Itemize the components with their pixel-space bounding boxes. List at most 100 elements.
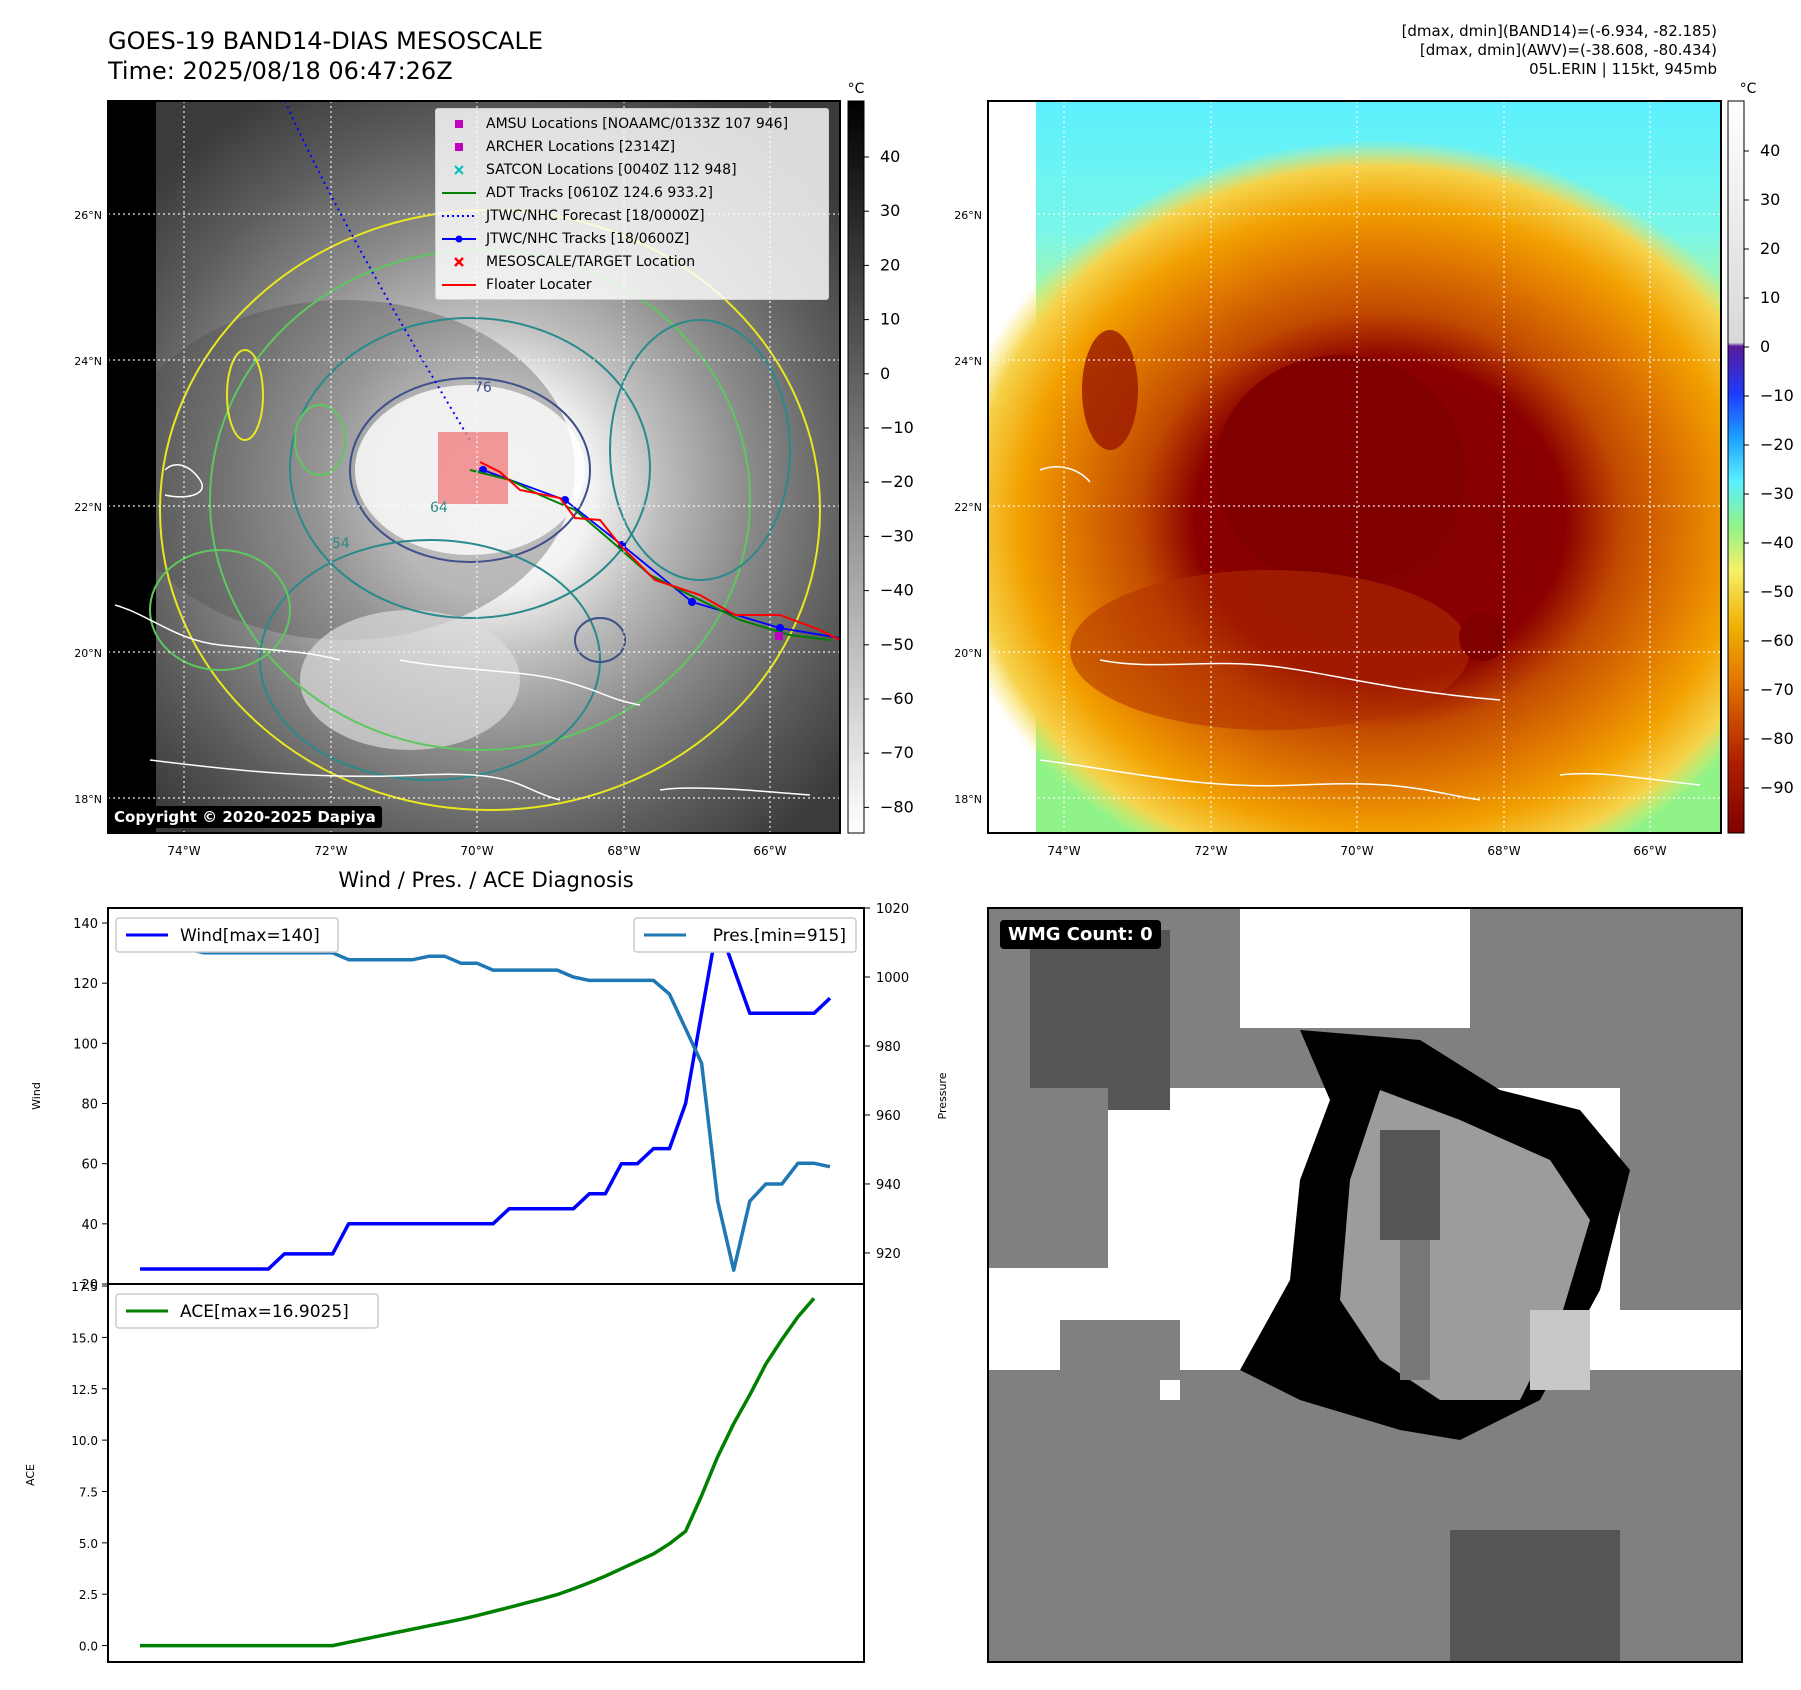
legend-item-tracks: JTWC/NHC Tracks [18/0600Z] bbox=[436, 228, 828, 250]
ir-lat-tick-20: 20°N bbox=[74, 647, 102, 660]
wv-colorbar-tick-label: 30 bbox=[1760, 190, 1780, 209]
wv-colorbar-tick-label: −50 bbox=[1760, 582, 1794, 601]
pressure-tick-label: 1020 bbox=[876, 902, 909, 917]
legend-label: MESOSCALE/TARGET Location bbox=[486, 254, 696, 270]
wv-colorbar-tick-label: −30 bbox=[1760, 484, 1794, 503]
wind-tick-label: 60 bbox=[81, 1158, 98, 1173]
ace-tick-label: 12.5 bbox=[71, 1383, 98, 1397]
wv-colorbar: °C 40 30 20 10 0 −10 −20 −30 −40 −50 −60 −70 −80 −90 bbox=[1727, 81, 1794, 834]
wmg-panel bbox=[987, 907, 1743, 1663]
svg-text:54: 54 bbox=[332, 536, 350, 552]
wv-lon-tick-72: 72°W bbox=[1194, 844, 1227, 858]
legend-item-archer: ARCHER Locations [2314Z] bbox=[436, 136, 828, 158]
legend-label: ARCHER Locations [2314Z] bbox=[486, 139, 676, 155]
ir-lon-tick-66: 66°W bbox=[753, 844, 786, 858]
wv-colorbar-tick-label: 10 bbox=[1760, 288, 1780, 307]
pressure-tick-label: 1000 bbox=[876, 971, 909, 986]
ace-series-line bbox=[140, 1297, 816, 1648]
legend-item-satcon: SATCON Locations [0040Z 112 948] bbox=[436, 159, 828, 181]
wind-tick-label: 40 bbox=[81, 1218, 98, 1233]
ace-tick-label: 17.5 bbox=[71, 1280, 98, 1294]
pressure-tick-label: 960 bbox=[876, 1109, 901, 1124]
wv-colorbar-tick-label: −60 bbox=[1760, 631, 1794, 650]
ir-colorbar-tick-label: −80 bbox=[880, 797, 914, 816]
ir-colorbar-tick-label: 40 bbox=[880, 147, 900, 166]
legend-label: ADT Tracks [0610Z 124.6 933.2] bbox=[486, 185, 713, 201]
map-legend: AMSU Locations [NOAAMC/0133Z 107 946] AR… bbox=[435, 108, 829, 300]
ir-colorbar-unit: °C bbox=[848, 81, 865, 97]
wv-lat-tick-18: 18°N bbox=[954, 793, 982, 806]
wind-tick-label: 80 bbox=[81, 1098, 98, 1113]
wind-tick-label: 140 bbox=[73, 917, 98, 932]
pressure-legend-label: Pres.[min=915] bbox=[713, 926, 846, 946]
wv-colorbar-tick-label: −40 bbox=[1760, 533, 1794, 552]
legend-label: JTWC/NHC Tracks [18/0600Z] bbox=[486, 231, 690, 247]
ir-lon-tick-72: 72°W bbox=[314, 844, 347, 858]
stats-storm: 05L.ERIN | 115kt, 945mb bbox=[1529, 60, 1717, 78]
wv-colorbar-unit: °C bbox=[1740, 81, 1757, 97]
ace-tick-label: 5.0 bbox=[79, 1537, 98, 1551]
legend-label: AMSU Locations [NOAAMC/0133Z 107 946] bbox=[486, 116, 789, 132]
ir-colorbar-tick-label: −70 bbox=[880, 743, 914, 762]
ace-legend-box bbox=[115, 1293, 379, 1329]
ir-lon-tick-70: 70°W bbox=[460, 844, 493, 858]
ace-legend-label: ACE[max=16.9025] bbox=[180, 1302, 349, 1322]
ir-colorbar-tick-label: −20 bbox=[880, 472, 914, 491]
wind-pressure-panel: Wind / Pres. / ACE Diagnosis Wind Pressu… bbox=[30, 868, 949, 1293]
wv-colorbar-tick-label: 0 bbox=[1760, 337, 1770, 356]
wv-lat-tick-20: 20°N bbox=[954, 647, 982, 660]
wv-lon-tick-74: 74°W bbox=[1047, 844, 1080, 858]
wind-tick-label: 120 bbox=[73, 977, 98, 992]
ir-colorbar-tick-label: −60 bbox=[880, 689, 914, 708]
title-product: GOES-19 BAND14-DIAS MESOSCALE bbox=[108, 27, 544, 55]
wmg-count-badge: WMG Count: 0 bbox=[1000, 920, 1161, 949]
copyright-badge: Copyright © 2020-2025 Dapiya bbox=[108, 806, 382, 828]
ir-lat-tick-22: 22°N bbox=[74, 501, 102, 514]
stats-block: [dmax, dmin](BAND14)=(-6.934, -82.185) [… bbox=[1402, 22, 1717, 79]
wv-lon-tick-70: 70°W bbox=[1340, 844, 1373, 858]
wv-colorbar-tick-label: −20 bbox=[1760, 435, 1794, 454]
stats-band14: [dmax, dmin](BAND14)=(-6.934, -82.185) bbox=[1401, 22, 1717, 40]
title-time: Time: 2025/08/18 06:47:26Z bbox=[108, 57, 453, 85]
ir-colorbar-tick-label: 0 bbox=[880, 364, 890, 383]
wv-lon-tick-66: 66°W bbox=[1633, 844, 1666, 858]
legend-label: SATCON Locations [0040Z 112 948] bbox=[486, 162, 737, 178]
wv-colorbar-tick-label: −70 bbox=[1760, 680, 1794, 699]
legend-label: Floater Locater bbox=[486, 277, 592, 293]
ace-tick-label: 15.0 bbox=[71, 1331, 98, 1345]
ir-lat-tick-18: 18°N bbox=[74, 793, 102, 806]
ace-panel: ACE 0.0 2.5 5.0 7.5 10.0 12.5 15.0 17.5 ACE[max… bbox=[24, 1280, 865, 1663]
ir-colorbar-tick-label: 10 bbox=[880, 310, 900, 329]
wind-tick-label: 100 bbox=[73, 1037, 98, 1052]
ir-colorbar-tick-label: −40 bbox=[880, 581, 914, 600]
ir-colorbar-tick-label: −50 bbox=[880, 635, 914, 654]
pressure-tick-label: 980 bbox=[876, 1040, 901, 1055]
svg-text:64: 64 bbox=[430, 500, 448, 516]
pressure-tick-label: 940 bbox=[876, 1178, 901, 1193]
ace-tick-label: 10.0 bbox=[71, 1434, 98, 1448]
ace-tick-label: 7.5 bbox=[79, 1485, 98, 1499]
legend-item-forecast: JTWC/NHC Forecast [18/0000Z] bbox=[436, 205, 828, 227]
ir-colorbar-tick-label: −30 bbox=[880, 526, 914, 545]
pressure-series-line bbox=[140, 923, 831, 1272]
figure-title: GOES-19 BAND14-DIAS MESOSCALE Time: 2025… bbox=[108, 26, 543, 86]
ace-axis-label: ACE bbox=[24, 1464, 37, 1486]
ir-lat-tick-26: 26°N bbox=[74, 209, 102, 222]
ir-colorbar: °C 40 30 20 10 0 −10 −20 −30 −40 −50 −60 −70 −80 bbox=[847, 81, 914, 834]
ir-colorbar-tick-label: 20 bbox=[880, 255, 900, 274]
pressure-axis-label: Pressure bbox=[936, 1072, 949, 1119]
pressure-legend-box bbox=[633, 917, 857, 953]
wind-axis-label: Wind bbox=[30, 1082, 43, 1110]
legend-label: JTWC/NHC Forecast [18/0000Z] bbox=[486, 208, 705, 224]
wv-lat-tick-22: 22°N bbox=[954, 501, 982, 514]
pressure-tick-label: 920 bbox=[876, 1247, 901, 1262]
ir-colorbar-tick-label: 30 bbox=[880, 201, 900, 220]
wv-colorbar-tick-label: 40 bbox=[1760, 141, 1780, 160]
wv-colorbar-tick-label: −80 bbox=[1760, 729, 1794, 748]
ir-lon-tick-74: 74°W bbox=[167, 844, 200, 858]
stats-awv: [dmax, dmin](AWV)=(-38.608, -80.434) bbox=[1419, 41, 1717, 59]
wv-map-panel: 26°N 24°N 22°N 20°N 18°N 74°W 72°W 70°W … bbox=[954, 100, 1722, 858]
ace-tick-label: 0.0 bbox=[79, 1640, 98, 1654]
ir-lat-tick-24: 24°N bbox=[74, 355, 102, 368]
